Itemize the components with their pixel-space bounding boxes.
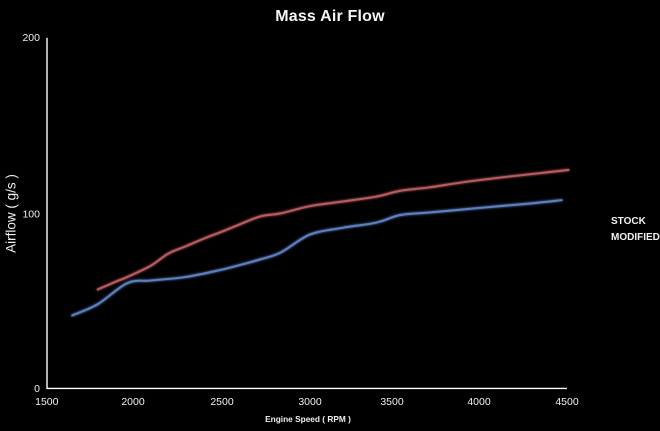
- svg-text:0: 0: [34, 383, 40, 395]
- svg-text:3000: 3000: [298, 396, 322, 408]
- svg-text:2000: 2000: [121, 396, 145, 408]
- svg-text:1500: 1500: [35, 396, 59, 408]
- svg-text:4500: 4500: [555, 396, 579, 408]
- svg-text:STOCK: STOCK: [611, 216, 647, 227]
- svg-text:200: 200: [22, 32, 40, 44]
- svg-text:MODIFIED: MODIFIED: [611, 232, 660, 243]
- svg-text:3500: 3500: [380, 396, 404, 408]
- svg-text:100: 100: [22, 209, 40, 221]
- svg-text:2500: 2500: [210, 396, 234, 408]
- svg-text:4000: 4000: [467, 396, 491, 408]
